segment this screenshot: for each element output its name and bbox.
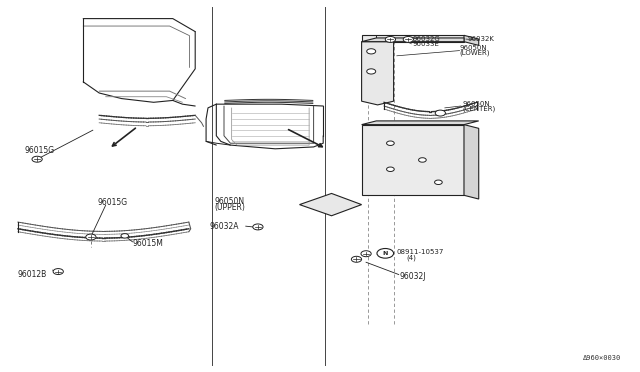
- Circle shape: [351, 256, 362, 262]
- Text: (LOWER): (LOWER): [460, 49, 490, 56]
- Circle shape: [367, 69, 376, 74]
- Polygon shape: [300, 193, 362, 216]
- Text: 96032G: 96032G: [413, 36, 440, 42]
- Text: 08911-10537: 08911-10537: [397, 249, 444, 255]
- Text: 96032J: 96032J: [400, 272, 426, 280]
- Text: N: N: [383, 251, 388, 256]
- Circle shape: [387, 141, 394, 145]
- Circle shape: [419, 158, 426, 162]
- Circle shape: [361, 251, 371, 257]
- Text: 96050N: 96050N: [460, 45, 487, 51]
- Polygon shape: [362, 125, 464, 195]
- Circle shape: [53, 269, 63, 275]
- Circle shape: [387, 167, 394, 171]
- Text: 96050N: 96050N: [214, 198, 244, 206]
- Text: (CENTER): (CENTER): [462, 105, 495, 112]
- Circle shape: [86, 234, 96, 240]
- Text: 96032A: 96032A: [210, 222, 239, 231]
- Text: 96015G: 96015G: [24, 146, 54, 155]
- Polygon shape: [362, 42, 394, 105]
- Text: Δ960×0030: Δ960×0030: [582, 355, 621, 361]
- Polygon shape: [362, 35, 464, 42]
- Circle shape: [377, 248, 394, 258]
- Polygon shape: [464, 35, 479, 45]
- Circle shape: [121, 234, 129, 238]
- Text: 96015M: 96015M: [132, 239, 163, 248]
- Polygon shape: [464, 125, 479, 199]
- Circle shape: [32, 156, 42, 162]
- Polygon shape: [362, 121, 479, 125]
- Polygon shape: [362, 38, 464, 42]
- Circle shape: [253, 224, 263, 230]
- Text: (4): (4): [406, 255, 416, 262]
- Text: 96015G: 96015G: [97, 198, 127, 207]
- Circle shape: [385, 36, 396, 42]
- Text: 96033E: 96033E: [413, 41, 440, 47]
- Circle shape: [403, 36, 413, 42]
- Text: 96012B: 96012B: [18, 270, 47, 279]
- Text: 96032K: 96032K: [467, 36, 494, 42]
- Text: 96050N: 96050N: [462, 101, 490, 107]
- Text: (UPPER): (UPPER): [214, 203, 245, 212]
- Circle shape: [435, 110, 445, 116]
- Circle shape: [435, 180, 442, 185]
- Circle shape: [367, 49, 376, 54]
